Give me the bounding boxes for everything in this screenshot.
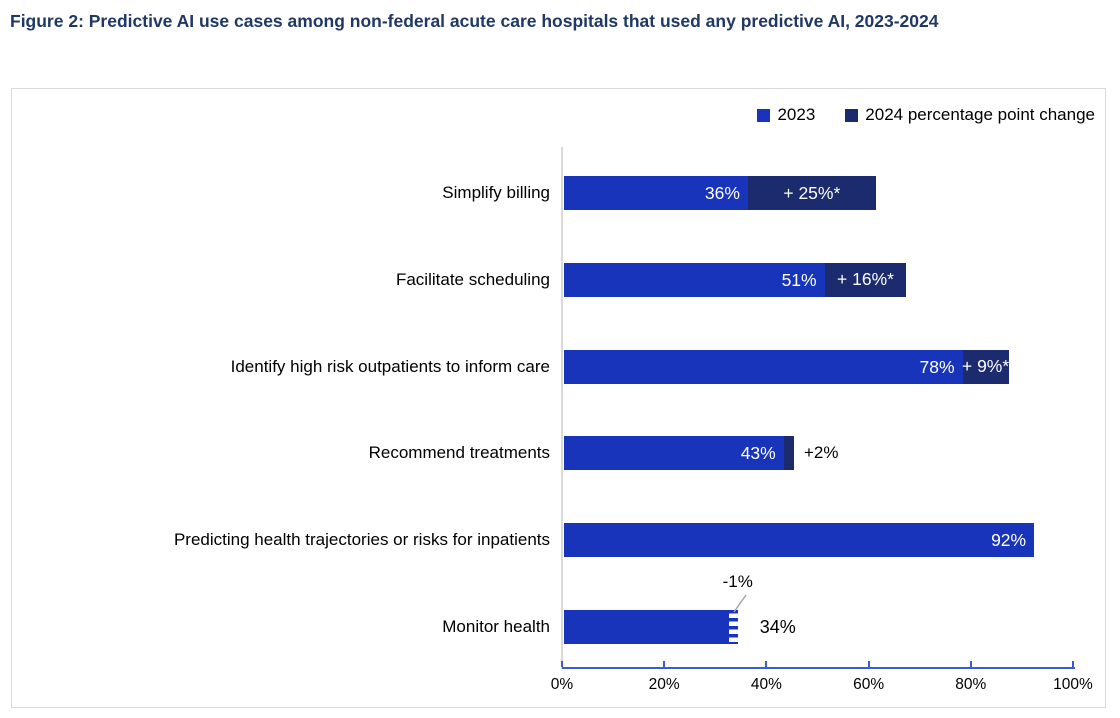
bar-2023 — [564, 610, 729, 644]
bar-2024-change — [783, 436, 794, 471]
x-axis-tick — [561, 661, 563, 667]
legend-label-2023: 2023 — [777, 105, 816, 124]
category-label: Recommend treatments — [368, 443, 550, 463]
x-axis-tick — [663, 661, 666, 667]
bar-2023: 43% — [564, 436, 784, 471]
x-axis-tick-label: 20% — [648, 676, 680, 693]
legend: 2023 2024 percentage point change — [757, 105, 1095, 125]
bar-2023-value-label: 51% — [781, 269, 817, 290]
annotation-leader-line — [733, 594, 747, 613]
category-label: Simplify billing — [442, 183, 550, 202]
negative-change-annotation: -1% — [722, 572, 753, 591]
x-axis-tick — [867, 661, 870, 667]
x-axis-tick — [1072, 661, 1074, 667]
bar-2023: 51% — [564, 262, 825, 297]
category-label: Monitor health — [442, 617, 550, 636]
bar-2023-value-label: 92% — [991, 530, 1027, 551]
figure-title: Figure 2: Predictive AI use cases among … — [10, 11, 939, 31]
x-axis-tick-label: 40% — [750, 676, 782, 693]
x-axis-tick-label: 80% — [955, 676, 987, 693]
legend-swatch-2024-change-icon — [845, 108, 859, 122]
bar-2024-change: + 9%* — [961, 349, 1010, 384]
x-axis-tick-label: 0% — [550, 676, 574, 693]
y-axis-zero-line — [561, 147, 563, 669]
bar-2024-change: + 25%* — [747, 176, 876, 210]
x-axis-tick-label: 100% — [1053, 676, 1093, 693]
x-axis-line — [562, 667, 1075, 669]
x-axis-tick — [765, 661, 768, 667]
bar-value-label-outside: 34% — [759, 617, 796, 637]
legend-swatch-2023-icon — [757, 108, 771, 122]
category-label: Facilitate scheduling — [395, 269, 550, 289]
plot-area: 0% 20% 40% 60% 80% 100% Simplify billing 36% + 2… — [12, 89, 1105, 707]
legend-item-2024-change: 2024 percentage point change — [845, 105, 1095, 125]
legend-item-2023: 2023 — [757, 105, 815, 125]
bar-2024-change-label-outside: +2% — [803, 443, 839, 463]
x-axis-tick — [969, 661, 972, 667]
bar-2023: 78% — [564, 349, 963, 384]
x-axis-tick-label: 60% — [853, 676, 885, 693]
legend-label-2024-change: 2024 percentage point change — [865, 105, 1095, 124]
bar-2024-change-label: + 16%* — [837, 269, 894, 290]
bar-2023-value-label: 43% — [740, 443, 776, 464]
bar-2023-value-label: 78% — [919, 356, 955, 377]
category-label: Identify high risk outpatients to inform… — [230, 356, 550, 376]
bar-2024-change-label: + 25%* — [783, 182, 841, 203]
chart-container: 2023 2024 percentage point change 0% 20% 4… — [11, 88, 1106, 708]
bar-2024-change-hatched — [728, 610, 738, 644]
bar-2023-value-label: 36% — [704, 183, 740, 203]
category-label: Predicting health trajectories or risks … — [173, 530, 550, 550]
bar-2023: 36% — [564, 176, 748, 210]
bar-2023: 92% — [564, 523, 1035, 558]
bar-2024-change: + 16%* — [824, 262, 907, 297]
bar-2024-change-label: + 9%* — [961, 356, 1010, 377]
